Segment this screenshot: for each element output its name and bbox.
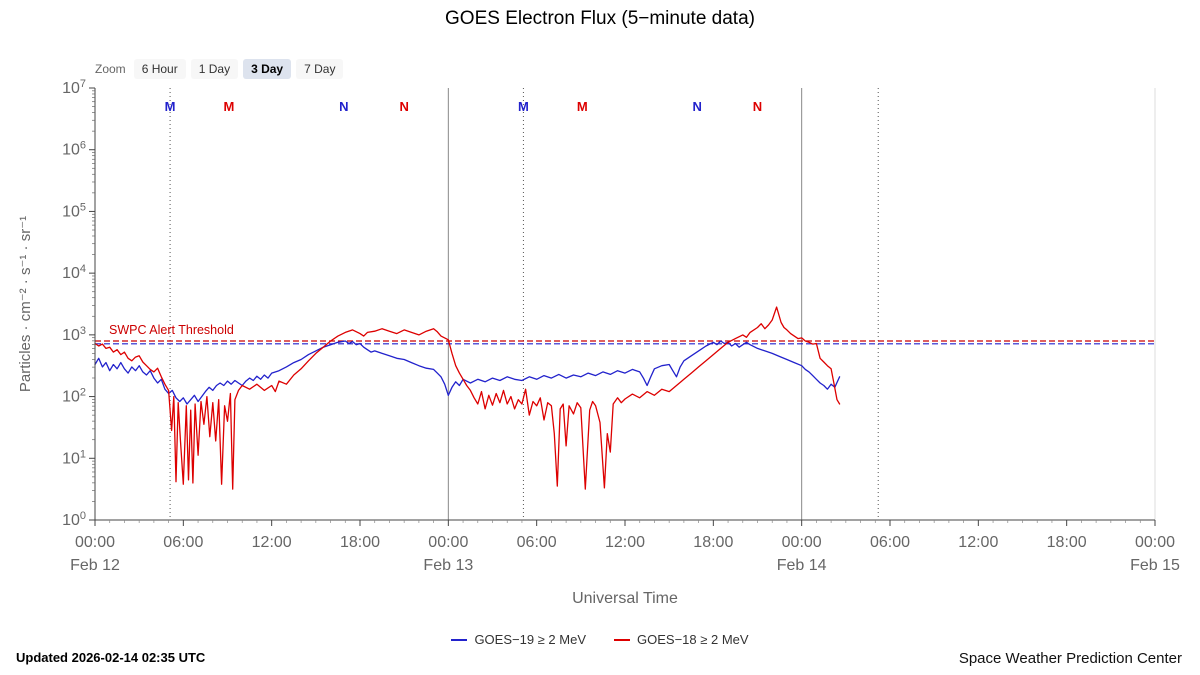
zoom-button-7-day[interactable]: 7 Day [296, 59, 344, 79]
y-axis-tick-label: 103 [62, 325, 86, 344]
x-axis-day-label: Feb 12 [70, 557, 120, 574]
updated-timestamp: Updated 2026-02-14 02:35 UTC [16, 650, 206, 665]
x-axis-tick-label: 18:00 [693, 534, 733, 551]
y-axis-tick-label: 106 [62, 140, 86, 159]
x-axis-day-label: Feb 15 [1130, 557, 1180, 574]
satellite-marker-goes-18-m: M [224, 99, 235, 114]
zoom-label: Zoom [95, 62, 126, 76]
zoom-button-6-hour[interactable]: 6 Hour [133, 59, 186, 79]
x-axis-tick-label: 06:00 [870, 534, 910, 551]
x-axis-tick-label: 06:00 [163, 534, 203, 551]
x-axis-title: Universal Time [572, 590, 678, 607]
zoom-button-3-day[interactable]: 3 Day [243, 59, 292, 79]
legend: GOES−19 ≥ 2 MeV GOES−18 ≥ 2 MeV [0, 632, 1200, 647]
legend-swatch-goes18 [614, 638, 630, 641]
x-axis-tick-label: 06:00 [517, 534, 557, 551]
x-axis-tick-label: 00:00 [782, 534, 822, 551]
chart-title: GOES Electron Flux (5−minute data) [445, 8, 755, 29]
x-axis-tick-label: 12:00 [605, 534, 645, 551]
series-line-goes19 [94, 340, 841, 405]
x-axis-day-label: Feb 13 [423, 557, 473, 574]
chart-canvas: SWPC Alert Threshold 100 101 102 103 104 105 10… [17, 78, 1180, 607]
y-axis-tick-label: 104 [62, 263, 86, 282]
x-axis-tick-label: 00:00 [428, 534, 468, 551]
satellite-marker-goes-19-n: N [339, 99, 348, 114]
x-axis-tick-label: 12:00 [252, 534, 292, 551]
x-axis-tick-label: 18:00 [340, 534, 380, 551]
satellite-marker-goes-18-m: M [577, 99, 588, 114]
satellite-marker-goes-19-m: M [165, 99, 176, 114]
legend-item-goes18[interactable]: GOES−18 ≥ 2 MeV [614, 632, 749, 647]
legend-item-goes19[interactable]: GOES−19 ≥ 2 MeV [451, 632, 586, 647]
y-axis-tick-label: 101 [62, 448, 86, 467]
y-axis-tick-label: 105 [62, 201, 86, 220]
plot-area[interactable] [95, 88, 1155, 520]
x-axis-day-label: Feb 14 [777, 557, 827, 574]
y-axis-tick-label: 102 [62, 387, 86, 406]
legend-swatch-goes19 [451, 638, 468, 641]
credit-text: Space Weather Prediction Center [958, 650, 1182, 667]
series-line-goes18 [94, 306, 841, 490]
legend-label-goes18: GOES−18 ≥ 2 MeV [637, 632, 749, 647]
satellite-marker-goes-18-n: N [399, 99, 408, 114]
x-axis-tick-label: 12:00 [958, 534, 998, 551]
satellite-marker-goes-19-m: M [518, 99, 529, 114]
satellite-marker-goes-18-n: N [753, 99, 762, 114]
zoom-toolbar: Zoom 6 Hour 1 Day 3 Day 7 Day [95, 59, 344, 79]
satellite-marker-goes-19-n: N [692, 99, 701, 114]
y-axis-tick-label: 107 [62, 78, 86, 97]
y-axis-tick-label: 100 [62, 510, 86, 529]
x-axis-tick-label: 00:00 [75, 534, 115, 551]
zoom-button-1-day[interactable]: 1 Day [190, 59, 239, 79]
x-axis-tick-label: 00:00 [1135, 534, 1175, 551]
x-axis-tick-label: 18:00 [1047, 534, 1087, 551]
legend-label-goes19: GOES−19 ≥ 2 MeV [474, 632, 586, 647]
y-axis-title: Particles · cm⁻² · s⁻¹ · sr⁻¹ [17, 216, 34, 392]
alert-threshold-label: SWPC Alert Threshold [109, 323, 234, 337]
